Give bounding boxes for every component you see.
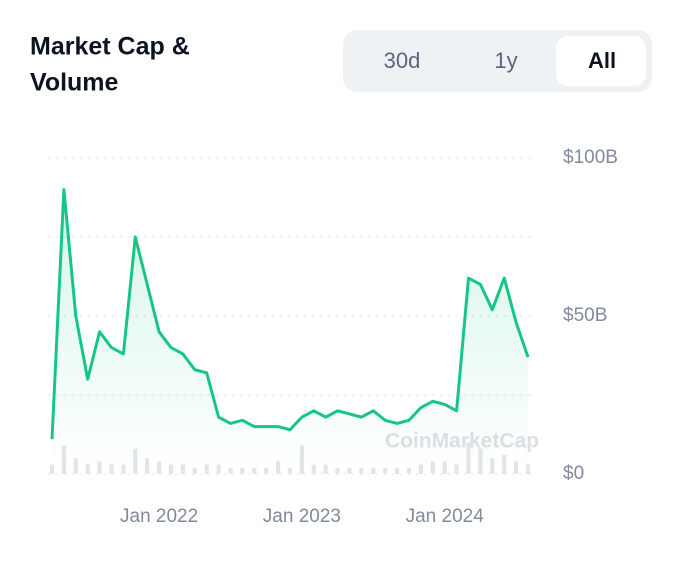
x-tick-label: Jan 2023 [263, 506, 341, 527]
chart-title: Volume [30, 69, 119, 97]
button-selected-bg[interactable] [556, 36, 646, 86]
y-tick-label: $0 [563, 463, 584, 484]
line [50, 188, 530, 440]
range-button[interactable]: 30d [384, 48, 421, 73]
area [52, 189, 528, 474]
y-tick-label: $100B [563, 147, 618, 168]
x-tick-label: Jan 2022 [120, 506, 198, 527]
chart-title: Market Cap & [30, 33, 190, 61]
range-button[interactable]: All [588, 48, 616, 73]
range-button[interactable]: 1y [494, 48, 517, 73]
y-tick-label: $50B [563, 305, 607, 326]
x-tick-label: Jan 2024 [406, 506, 485, 527]
